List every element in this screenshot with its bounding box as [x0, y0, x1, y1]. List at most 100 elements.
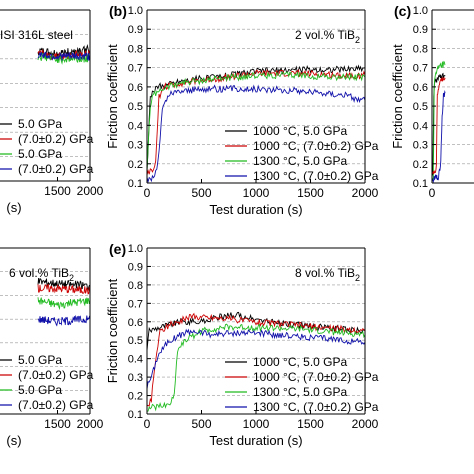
annotation-subscript: 2 — [355, 273, 360, 283]
annotation-text: 8 vol.% TiB — [295, 266, 355, 280]
series-line-3 — [147, 323, 365, 412]
annotation-subscript: 2 — [355, 35, 360, 45]
annotation: 6 vol.% TiB2 — [9, 266, 74, 283]
legend-label: 5.0 GPa — [18, 353, 62, 367]
series-line-1 — [37, 278, 90, 291]
x-tick-label: 1500 — [44, 184, 71, 198]
annotation-text: 6 vol.% TiB — [9, 266, 69, 280]
y-tick-label: 0.9 — [128, 261, 143, 273]
y-tick-label: 0.9 — [128, 24, 143, 36]
legend-label: 5.0 GPa — [18, 147, 62, 161]
x-tick-label: 0 — [144, 417, 151, 431]
y-tick-label: 0.5 — [128, 101, 143, 113]
x-axis-label: Test duration (s) — [209, 433, 302, 448]
y-tick-label: 0.1 — [413, 178, 428, 190]
y-tick-label: 0.3 — [128, 372, 143, 384]
y-tick-label: 0.5 — [128, 335, 143, 347]
y-tick-label: 0.8 — [128, 280, 143, 292]
y-tick-label: 0.4 — [413, 120, 428, 132]
series-line-2 — [432, 60, 446, 181]
y-tick-label: 0.2 — [413, 159, 428, 171]
legend-label: 5.0 GPa — [18, 383, 62, 397]
x-tick-label: 2000 — [77, 417, 104, 431]
panel-e: 0 500 1000 1500 2000 0.1 0.2 0.3 0.4 0.5 0.6 0.7 0.8… — [105, 241, 379, 448]
x-tick-label: 2000 — [352, 417, 379, 431]
annotation-subscript: 2 — [69, 273, 74, 283]
y-tick-label: 0.7 — [413, 63, 428, 75]
y-tick-label: 0.8 — [128, 43, 143, 55]
y-tick-label: 0.6 — [413, 82, 428, 94]
legend-label: 5.0 GPa — [18, 117, 62, 131]
series-line-4 — [147, 84, 365, 183]
series-line-3 — [147, 71, 365, 173]
y-tick-label: 0.7 — [128, 298, 143, 310]
x-axis-label: (s) — [6, 433, 21, 448]
legend-label: (7.0±0.2) GPa — [18, 162, 94, 176]
legend-label: (7.0±0.2) GPa — [18, 398, 94, 412]
y-tick-label: 0.1 — [128, 178, 143, 190]
x-axis-label: Test duration (s) — [209, 202, 302, 217]
x-tick-label: 1000 — [243, 417, 270, 431]
y-tick-label: 0.9 — [413, 24, 428, 36]
legend-label: 1300 °C, (7.0±0.2) GPa — [253, 169, 379, 183]
series-line-4 — [37, 314, 90, 327]
annotation-text: 2 vol.% TiB — [295, 28, 355, 42]
y-tick-label: 0.6 — [128, 317, 143, 329]
legend-label: 1000 °C, (7.0±0.2) GPa — [253, 139, 379, 153]
y-tick-label: 0.1 — [128, 409, 143, 421]
series-line-3 — [432, 77, 446, 175]
y-tick-label: 0.4 — [128, 120, 143, 132]
series-line-2 — [37, 283, 90, 295]
x-tick-label: 1000 — [243, 186, 270, 200]
y-tick-label: 0.3 — [413, 140, 428, 152]
legend-label: 1000 °C, 5.0 GPa — [253, 124, 348, 138]
y-tick-label: 0.6 — [128, 82, 143, 94]
x-tick-label: 1500 — [44, 417, 71, 431]
x-axis-label: (s) — [6, 200, 21, 215]
y-tick-label: 0.2 — [128, 391, 143, 403]
legend-label: 1300 °C, (7.0±0.2) GPa — [253, 400, 379, 414]
legend-label: 1300 °C, 5.0 GPa — [253, 385, 348, 399]
y-axis-label: Friction coefficient — [105, 44, 120, 149]
x-tick-label: 0 — [144, 186, 151, 200]
annotation: 8 vol.% TiB2 — [295, 266, 360, 283]
legend-label: (7.0±0.2) GPa — [18, 132, 94, 146]
x-tick-label: 500 — [191, 186, 211, 200]
y-tick-label: 0.5 — [413, 101, 428, 113]
legend-label: 1300 °C, 5.0 GPa — [253, 154, 348, 168]
x-tick-label: 1500 — [297, 186, 324, 200]
series-line-3 — [37, 52, 90, 65]
panel-c: 00.1 0.2 0.3 0.4 0.5 0.6 0.7 0.8 0.9 1.0 Friction … — [390, 3, 474, 200]
x-tick-label: 2000 — [77, 184, 104, 198]
series-line-3 — [37, 297, 90, 311]
y-axis-label: Friction coefficient — [390, 44, 405, 149]
panel-label: (b) — [109, 3, 127, 19]
x-tick-label: 0 — [429, 186, 436, 200]
series-line-2 — [147, 312, 365, 407]
series-line-4 — [147, 328, 365, 390]
x-tick-label: 2000 — [352, 186, 379, 200]
annotation: 2 vol.% TiB2 — [295, 28, 360, 45]
panel-label: (e) — [109, 241, 126, 257]
series-line-4 — [432, 90, 446, 183]
legend-label: (7.0±0.2) GPa — [18, 368, 94, 382]
x-tick-label: 1500 — [297, 417, 324, 431]
y-tick-label: 0.8 — [413, 43, 428, 55]
x-tick-label: 500 — [191, 417, 211, 431]
y-tick-label: 0.3 — [128, 140, 143, 152]
panel-label: (c) — [394, 3, 411, 19]
series-line-2 — [37, 48, 90, 61]
annotation: ISI 316L steel — [0, 28, 73, 42]
panel-b: 0 500 1000 1500 2000 0.1 0.2 0.3 0.4 0.5 0.6 0.7 0.8… — [105, 3, 379, 217]
series-line-1 — [147, 311, 365, 351]
legend-label: 1000 °C, 5.0 GPa — [253, 355, 348, 369]
legend-label: 1000 °C, (7.0±0.2) GPa — [253, 370, 379, 384]
y-tick-label: 0.7 — [128, 63, 143, 75]
y-tick-label: 1.0 — [128, 243, 143, 255]
y-tick-label: 1.0 — [413, 5, 428, 17]
y-tick-label: 1.0 — [128, 5, 143, 17]
y-tick-label: 0.4 — [128, 354, 143, 366]
